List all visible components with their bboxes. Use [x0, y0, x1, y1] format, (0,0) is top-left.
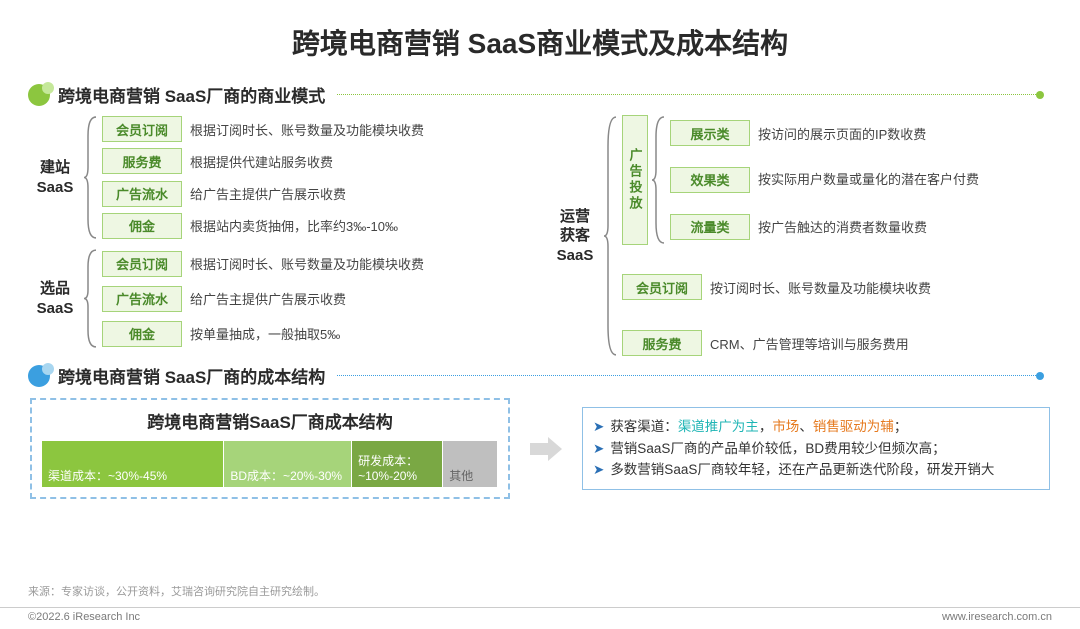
cost-area: 跨境电商营销SaaS厂商成本结构 渠道成本：~30%-45% BD成本：~20%… [0, 394, 1080, 499]
list-item: 服务费 CRM、广告管理等培训与服务费用 [622, 329, 1050, 357]
line-dot-icon [1036, 372, 1044, 380]
cost-bar: 渠道成本：~30%-45% BD成本：~20%-30% 研发成本： ~10%-2… [42, 441, 498, 487]
item-desc: 给广告主提供广告展示收费 [190, 289, 346, 308]
list-item: 会员订阅根据订阅时长、账号数量及功能模块收费 [102, 115, 530, 143]
cost-segment: BD成本：~20%-30% [224, 441, 352, 487]
nested-items: 展示类按访问的展示页面的IP数收费 效果类按实际用户数量或量化的潜在客户付费 流… [670, 115, 1050, 245]
item-desc: 按广告触达的消费者数量收费 [758, 217, 927, 236]
highlight-text: 市场 [772, 419, 799, 434]
brace-icon [652, 115, 666, 245]
biz-left-column: 建站 SaaS 会员订阅根据订阅时长、账号数量及功能模块收费 服务费根据提供代建… [30, 115, 530, 357]
cost-segment: 其他 [443, 441, 498, 487]
cost-box-title: 跨境电商营销SaaS厂商成本结构 [42, 408, 498, 433]
list-item: 会员订阅按订阅时长、账号数量及功能模块收费 [622, 273, 1050, 301]
list-item: 流量类按广告触达的消费者数量收费 [670, 213, 1050, 241]
item-desc: 按单量抽成，一般抽取5‰ [190, 324, 340, 343]
nested-ad-group: 广告投放 展示类按访问的展示页面的IP数收费 效果类按实际用户数量或量化的潜在客… [622, 115, 1050, 245]
group-xuanpin: 选品 SaaS 会员订阅根据订阅时长、账号数量及功能模块收费 广告流水给广告主提… [30, 248, 530, 349]
item-desc: 根据订阅时长、账号数量及功能模块收费 [190, 254, 424, 273]
tag-label: 广告流水 [102, 181, 182, 207]
bullet-mark-icon: ➤ [593, 416, 604, 438]
item-desc: 按访问的展示页面的IP数收费 [758, 124, 926, 143]
item-desc: 根据站内卖货抽佣，比率约3‰-10‰ [190, 216, 398, 235]
item-desc: 给广告主提供广告展示收费 [190, 184, 346, 203]
tag-label: 效果类 [670, 167, 750, 193]
list-item: 服务费根据提供代建站服务收费 [102, 147, 530, 175]
footer: ©2022.6 iResearch Inc www.iresearch.com.… [0, 607, 1080, 623]
brace-icon [84, 248, 98, 349]
category-label: 建站 SaaS [30, 115, 80, 240]
item-desc: 根据订阅时长、账号数量及功能模块收费 [190, 120, 424, 139]
bullet-item: ➤ 获客渠道：渠道推广为主，市场、销售驱动为辅； [593, 416, 1039, 438]
group-jianzhan: 建站 SaaS 会员订阅根据订阅时长、账号数量及功能模块收费 服务费根据提供代建… [30, 115, 530, 240]
tag-label: 服务费 [102, 148, 182, 174]
tag-label: 服务费 [622, 330, 702, 356]
outer-items: 广告投放 展示类按访问的展示页面的IP数收费 效果类按实际用户数量或量化的潜在客… [622, 115, 1050, 357]
brace-icon [84, 115, 98, 240]
list-item: 效果类按实际用户数量或量化的潜在客户付费 [670, 166, 1050, 194]
items-list: 会员订阅根据订阅时长、账号数量及功能模块收费 服务费根据提供代建站服务收费 广告… [102, 115, 530, 240]
section2-heading: 跨境电商营销 SaaS厂商的成本结构 [58, 363, 325, 388]
divider-line [337, 375, 1040, 376]
vertical-tag: 广告投放 [622, 115, 648, 245]
tag-label: 广告流水 [102, 286, 182, 312]
tag-label: 展示类 [670, 120, 750, 146]
item-desc: 按订阅时长、账号数量及功能模块收费 [710, 278, 931, 297]
item-desc: 按实际用户数量或量化的潜在客户付费 [758, 172, 979, 188]
line-dot-icon [1036, 91, 1044, 99]
section2-header: 跨境电商营销 SaaS厂商的成本结构 [28, 363, 1080, 388]
copyright: ©2022.6 iResearch Inc [28, 611, 140, 623]
bullet-icon [28, 84, 50, 106]
tag-label: 会员订阅 [622, 274, 702, 300]
bullet-item: ➤多数营销SaaS厂商较年轻，还在产品更新迭代阶段，研发开销大 [593, 459, 1039, 481]
item-desc: CRM、广告管理等培训与服务费用 [710, 334, 909, 353]
tag-label: 流量类 [670, 214, 750, 240]
divider-line [337, 94, 1040, 95]
source-text: 来源：专家访谈，公开资料，艾瑞咨询研究院自主研究绘制。 [28, 583, 325, 599]
category-label: 运营 获客 SaaS [550, 115, 600, 357]
list-item: 展示类按访问的展示页面的IP数收费 [670, 119, 1050, 147]
bullet-mark-icon: ➤ [593, 459, 604, 481]
item-desc: 根据提供代建站服务收费 [190, 152, 333, 171]
cost-segment: 研发成本： ~10%-20% [352, 441, 443, 487]
bullet-item: ➤营销SaaS厂商的产品单价较低，BD费用较少但频次高； [593, 438, 1039, 460]
highlight-text: 销售驱动为辅 [813, 419, 894, 434]
brace-icon [604, 115, 618, 357]
cost-box: 跨境电商营销SaaS厂商成本结构 渠道成本：~30%-45% BD成本：~20%… [30, 398, 510, 499]
bullet-prefix: 获客渠道： [610, 419, 678, 434]
tag-label: 会员订阅 [102, 116, 182, 142]
bullet-mark-icon: ➤ [593, 438, 604, 460]
category-label: 选品 SaaS [30, 248, 80, 349]
tag-label: 佣金 [102, 321, 182, 347]
list-item: 广告流水给广告主提供广告展示收费 [102, 180, 530, 208]
business-model-row: 建站 SaaS 会员订阅根据订阅时长、账号数量及功能模块收费 服务费根据提供代建… [0, 113, 1080, 359]
section1-header: 跨境电商营销 SaaS厂商的商业模式 [28, 82, 1080, 107]
bullet-list: ➤ 获客渠道：渠道推广为主，市场、销售驱动为辅； ➤营销SaaS厂商的产品单价较… [582, 407, 1050, 490]
cost-segment: 渠道成本：~30%-45% [42, 441, 224, 487]
footer-url: www.iresearch.com.cn [942, 611, 1052, 623]
highlight-text: 渠道推广为主 [678, 419, 759, 434]
page-title: 跨境电商营销 SaaS商业模式及成本结构 [0, 0, 1080, 76]
tag-label: 会员订阅 [102, 251, 182, 277]
bullet-icon [28, 365, 50, 387]
list-item: 佣金按单量抽成，一般抽取5‰ [102, 320, 530, 348]
tag-label: 佣金 [102, 213, 182, 239]
section1-heading: 跨境电商营销 SaaS厂商的商业模式 [58, 82, 325, 107]
list-item: 会员订阅根据订阅时长、账号数量及功能模块收费 [102, 250, 530, 278]
list-item: 广告流水给广告主提供广告展示收费 [102, 285, 530, 313]
items-list: 会员订阅根据订阅时长、账号数量及功能模块收费 广告流水给广告主提供广告展示收费 … [102, 248, 530, 349]
biz-right-column: 运营 获客 SaaS 广告投放 展示类按访问的展示页面的IP数收费 效果类按实际… [550, 115, 1050, 357]
arrow-icon [526, 435, 566, 463]
list-item: 佣金根据站内卖货抽佣，比率约3‰-10‰ [102, 212, 530, 240]
